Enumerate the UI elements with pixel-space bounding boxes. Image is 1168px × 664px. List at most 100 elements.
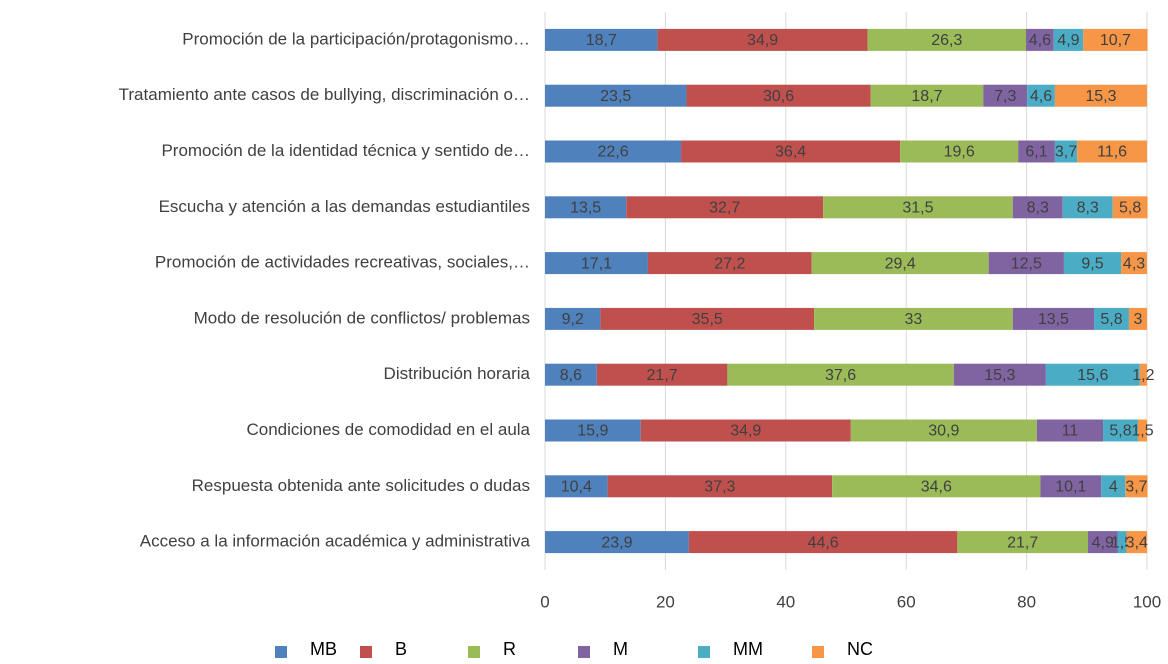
bar-segment xyxy=(957,531,1089,554)
value-label: 4,3 xyxy=(1123,255,1145,272)
value-label: 3 xyxy=(1134,311,1143,328)
value-label: 34,9 xyxy=(747,32,778,49)
bar-segment xyxy=(811,252,989,275)
legend-label: NC xyxy=(847,639,873,659)
x-tick-label: 0 xyxy=(540,592,549,611)
value-label: 26,3 xyxy=(931,32,962,49)
bar-segment xyxy=(545,84,687,107)
bar-segment xyxy=(870,84,984,107)
bar-segment xyxy=(545,475,608,498)
bar-segment xyxy=(1137,419,1147,442)
value-label: 13,5 xyxy=(570,200,601,217)
value-label: 19,6 xyxy=(944,144,975,161)
bar-segment xyxy=(1125,475,1148,498)
bar-segment xyxy=(545,28,658,51)
bar-segment xyxy=(850,419,1037,442)
bar-segment xyxy=(900,140,1019,163)
legend-swatch xyxy=(812,646,824,658)
bar-segment xyxy=(600,307,815,330)
value-label: 22,6 xyxy=(597,144,628,161)
bar-segment xyxy=(545,419,641,442)
value-label: 29,4 xyxy=(885,255,916,272)
bar-segment xyxy=(1112,196,1148,219)
category-label: Respuesta obtenida ante solicitudes o du… xyxy=(192,476,530,495)
bar-segment xyxy=(727,363,954,386)
legend-swatch xyxy=(468,646,480,658)
value-label: 9,5 xyxy=(1081,255,1103,272)
legend-label: R xyxy=(503,639,516,659)
bar-segment xyxy=(1077,140,1147,163)
value-label: 34,6 xyxy=(921,479,952,496)
bar-segment xyxy=(983,84,1028,107)
value-label: 15,3 xyxy=(984,367,1015,384)
value-label: 33 xyxy=(905,311,923,328)
category-label: Tratamiento ante casos de bullying, disc… xyxy=(119,85,530,104)
value-label: 4 xyxy=(1109,479,1118,496)
category-label: Acceso a la información académica y admi… xyxy=(140,532,531,551)
value-label: 35,5 xyxy=(692,311,723,328)
value-label: 3,4 xyxy=(1126,534,1148,551)
value-label: 11,6 xyxy=(1097,144,1127,161)
bar-segment xyxy=(1139,363,1147,386)
value-label: 44,6 xyxy=(808,534,839,551)
category-label: Promoción de la identidad técnica y sent… xyxy=(161,141,530,160)
value-label: 7,3 xyxy=(994,88,1016,105)
bar-segment xyxy=(814,307,1013,330)
category-label: Promoción de la participación/protagonis… xyxy=(182,29,530,48)
bar-segment xyxy=(1101,475,1126,498)
bar-segment xyxy=(545,140,682,163)
value-label: 10,4 xyxy=(561,479,592,496)
x-tick-label: 100 xyxy=(1133,592,1161,611)
legend-swatch xyxy=(578,646,590,658)
bar-segment xyxy=(1083,28,1148,51)
value-label: 8,3 xyxy=(1027,200,1049,217)
value-label: 36,4 xyxy=(775,144,806,161)
bar-segment xyxy=(1121,252,1147,275)
legend-label: B xyxy=(395,639,407,659)
value-label: 11 xyxy=(1062,423,1079,440)
value-label: 8,6 xyxy=(560,367,582,384)
value-label: 6,1 xyxy=(1025,144,1047,161)
bar-segment xyxy=(1018,140,1055,163)
bar-segment xyxy=(988,252,1064,275)
value-label: 5,8 xyxy=(1119,200,1141,217)
value-label: 23,5 xyxy=(600,88,631,105)
bar-segment xyxy=(867,28,1026,51)
bar-segment xyxy=(1103,419,1138,442)
value-label: 37,3 xyxy=(704,479,735,496)
bar-segment xyxy=(1040,475,1102,498)
category-label: Escucha y atención a las demandas estudi… xyxy=(159,197,530,216)
bar-segment xyxy=(1054,84,1147,107)
bar-segment xyxy=(1128,307,1147,330)
x-tick-label: 60 xyxy=(897,592,916,611)
category-label: Promoción de actividades recreativas, so… xyxy=(155,253,530,272)
bar-segment xyxy=(823,196,1013,219)
value-label: 21,7 xyxy=(1007,534,1038,551)
bar-segment xyxy=(832,475,1041,498)
legend-label: M xyxy=(613,639,628,659)
value-label: 18,7 xyxy=(586,32,617,49)
legend-swatch xyxy=(698,646,710,658)
bar-segment xyxy=(1012,307,1095,330)
legend-swatch xyxy=(360,646,372,658)
value-label: 27,2 xyxy=(714,255,745,272)
value-label: 4,9 xyxy=(1092,534,1114,551)
category-label: Distribución horaria xyxy=(384,364,531,383)
value-label: 23,9 xyxy=(601,534,632,551)
value-label: 4,9 xyxy=(1057,32,1079,49)
bar-segment xyxy=(596,363,728,386)
value-label: 1,2 xyxy=(1132,367,1154,384)
bar-segment xyxy=(1036,419,1104,442)
value-label: 1,5 xyxy=(1131,423,1153,440)
value-label: 37,6 xyxy=(825,367,856,384)
value-label: 10,1 xyxy=(1055,479,1086,496)
value-label: 15,6 xyxy=(1077,367,1108,384)
value-label: 21,7 xyxy=(647,367,678,384)
value-label: 10,7 xyxy=(1100,32,1131,49)
bar-segment xyxy=(1063,252,1122,275)
legend-label: MM xyxy=(733,639,763,659)
value-label: 32,7 xyxy=(709,200,740,217)
value-label: 8,3 xyxy=(1077,200,1099,217)
x-tick-label: 80 xyxy=(1017,592,1036,611)
bar-segment xyxy=(545,252,648,275)
